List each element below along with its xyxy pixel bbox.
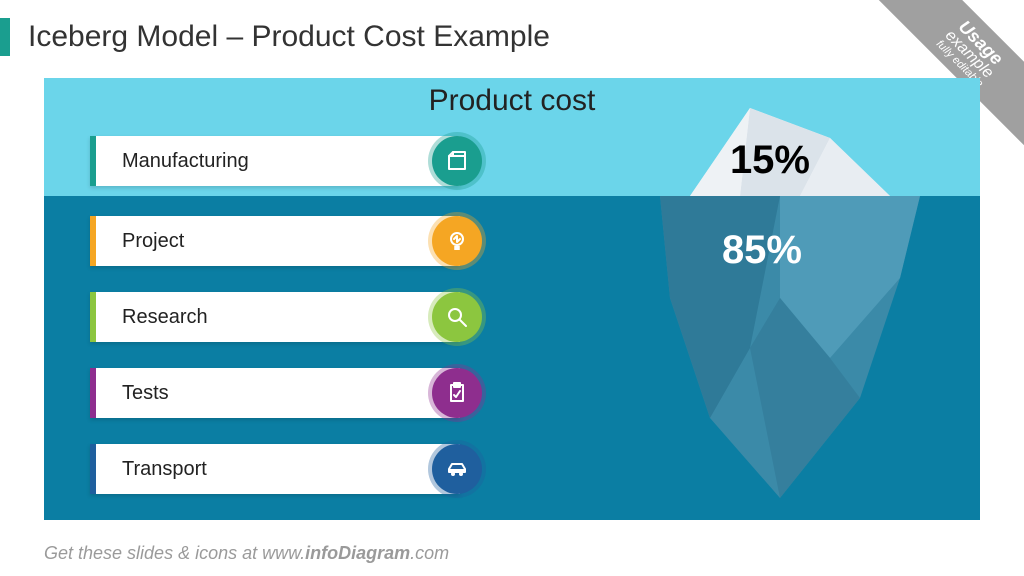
box-icon (432, 136, 482, 186)
footer-bold: infoDiagram (305, 543, 410, 563)
item-stripe (90, 216, 96, 266)
cost-item-transport: Transport (90, 444, 460, 494)
cost-item-manufacturing: Manufacturing (90, 136, 460, 186)
search-icon (432, 292, 482, 342)
clipboard-icon (432, 368, 482, 418)
cost-item-tests: Tests (90, 368, 460, 418)
bulb-icon (432, 216, 482, 266)
item-label: Manufacturing (122, 150, 249, 173)
item-stripe (90, 368, 96, 418)
item-stripe (90, 444, 96, 494)
footer-credit: Get these slides & icons at www.infoDiag… (44, 543, 449, 564)
footer-post: .com (410, 543, 449, 563)
item-label: Project (122, 230, 184, 253)
car-icon (432, 444, 482, 494)
item-label: Tests (122, 382, 169, 405)
item-label: Transport (122, 458, 207, 481)
cost-item-research: Research (90, 292, 460, 342)
footer-pre: Get these slides & icons at www. (44, 543, 305, 563)
iceberg-canvas: Product cost 15% 85% ManufacturingProjec… (44, 78, 980, 520)
percent-hidden: 85% (722, 228, 802, 273)
item-stripe (90, 136, 96, 186)
title-accent (0, 18, 10, 56)
item-label: Research (122, 306, 208, 329)
title-bar: Iceberg Model – Product Cost Example (0, 18, 550, 56)
item-stripe (90, 292, 96, 342)
page-title: Iceberg Model – Product Cost Example (28, 20, 550, 54)
cost-item-project: Project (90, 216, 460, 266)
percent-visible: 15% (730, 138, 810, 183)
